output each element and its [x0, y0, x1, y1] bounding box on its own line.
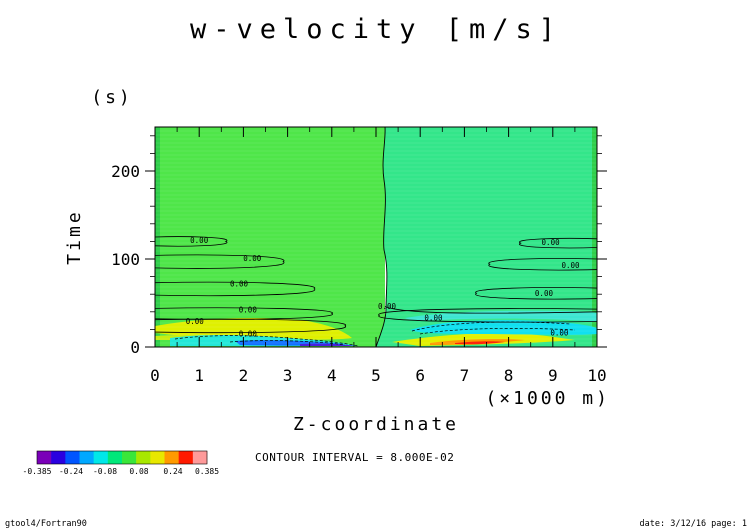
- colorbar-label: -0.385: [23, 467, 52, 476]
- x-tick-label: 5: [371, 366, 381, 385]
- field-right: [376, 127, 597, 347]
- footer-right: date: 3/12/16 page: 1: [640, 519, 747, 529]
- x-tick-label: 8: [504, 366, 514, 385]
- y-axis: 0 100 200: [111, 135, 607, 357]
- contour-line: [384, 306, 597, 314]
- colorbar-swatch: [136, 451, 151, 464]
- contour-label: 0.00: [378, 302, 397, 311]
- contour-label: 0.00: [424, 314, 443, 323]
- colorbar-swatch: [37, 451, 52, 464]
- colorbar-swatch: [192, 451, 208, 464]
- x-tick-label: 10: [587, 366, 606, 385]
- colorbar-swatch: [79, 451, 94, 464]
- x-tick-label: 3: [283, 366, 293, 385]
- contour-line: [475, 287, 597, 300]
- x-tick-label: 4: [327, 366, 337, 385]
- contour-labels: 0.00 0.00 0.00 0.00 0.00 0.00 0.00 0.00 0.00 0.00…: [186, 236, 580, 338]
- contour-label: 0.00: [243, 254, 262, 263]
- colorbar-swatch: [51, 451, 66, 464]
- contour-line: [155, 281, 316, 297]
- red-region-right: [455, 341, 505, 345]
- contour-line: [155, 254, 285, 269]
- chart-title: w-velocity [m/s]: [190, 14, 562, 45]
- colorbar-swatch: [122, 451, 137, 464]
- colorbar: [36, 450, 208, 465]
- x-tick-label: 0: [150, 366, 160, 385]
- negative-contours: [174, 321, 576, 347]
- colorbar-label: 0.08: [129, 467, 148, 476]
- colorbar-label: -0.24: [59, 467, 83, 476]
- colorbar-swatch: [164, 451, 179, 464]
- y-tick-label: 0: [130, 338, 140, 357]
- contour-lines: [155, 236, 597, 334]
- x-tick-label: 7: [460, 366, 470, 385]
- x-axis: 0 1 2 3 4 5 6 7 8 9 10: [150, 127, 607, 385]
- x-axis-unit: (×1000 m): [485, 388, 610, 409]
- colorbar-frame: [36, 450, 208, 465]
- right-edge-band: [592, 127, 597, 347]
- contour-label: 0.00: [230, 279, 249, 288]
- colorbar-swatch: [150, 451, 165, 464]
- contour-line: [488, 258, 597, 271]
- x-tick-label: 2: [239, 366, 249, 385]
- y-axis-unit: (s): [91, 87, 133, 108]
- contour-interval-note: CONTOUR INTERVAL = 8.000E-02: [255, 451, 454, 464]
- purple-region-left: [300, 343, 355, 346]
- colorbar-swatch: [107, 451, 123, 464]
- colorbar-label: -0.08: [93, 467, 117, 476]
- colorbar-swatch: [178, 451, 194, 464]
- y-tick-label: 200: [111, 162, 140, 181]
- contour-line: [155, 318, 346, 334]
- contour-label: 0.00: [186, 317, 205, 326]
- colorbar-label: 0.385: [195, 467, 219, 476]
- y-axis-label: Time: [64, 209, 85, 264]
- contour-label: 0.00: [561, 261, 580, 270]
- colorbar-swatch: [65, 451, 80, 464]
- x-axis-label: Z-coordinate: [293, 414, 459, 435]
- plot-area: [155, 127, 597, 347]
- colorbar-swatch: [93, 451, 109, 464]
- x-tick-label: 6: [415, 366, 425, 385]
- yellow-region-left: [155, 318, 352, 340]
- background-gridlines: [155, 130, 597, 344]
- contour-label: 0.00: [535, 289, 554, 298]
- colorbar-label: 0.24: [163, 467, 182, 476]
- light-cyan-region-right: [405, 310, 597, 322]
- contour-line: [378, 308, 597, 323]
- contour-label: 0.00: [239, 306, 258, 315]
- colorbar-labels: -0.385 -0.24 -0.08 0.08 0.24 0.385: [23, 467, 220, 476]
- zero-contour-boundary: [375, 127, 388, 347]
- contour-line: [155, 236, 228, 247]
- contour-label: 0.00: [239, 329, 258, 338]
- x-tick-label: 1: [194, 366, 204, 385]
- x-tick-label: 9: [548, 366, 558, 385]
- footer-left: gtool4/Fortran90: [5, 519, 87, 529]
- contour-label: 0.00: [542, 238, 561, 247]
- contour-line: [518, 237, 597, 249]
- contour-label: 0.00: [190, 236, 209, 245]
- contour-label: 0.00: [550, 329, 569, 338]
- y-tick-label: 100: [111, 250, 140, 269]
